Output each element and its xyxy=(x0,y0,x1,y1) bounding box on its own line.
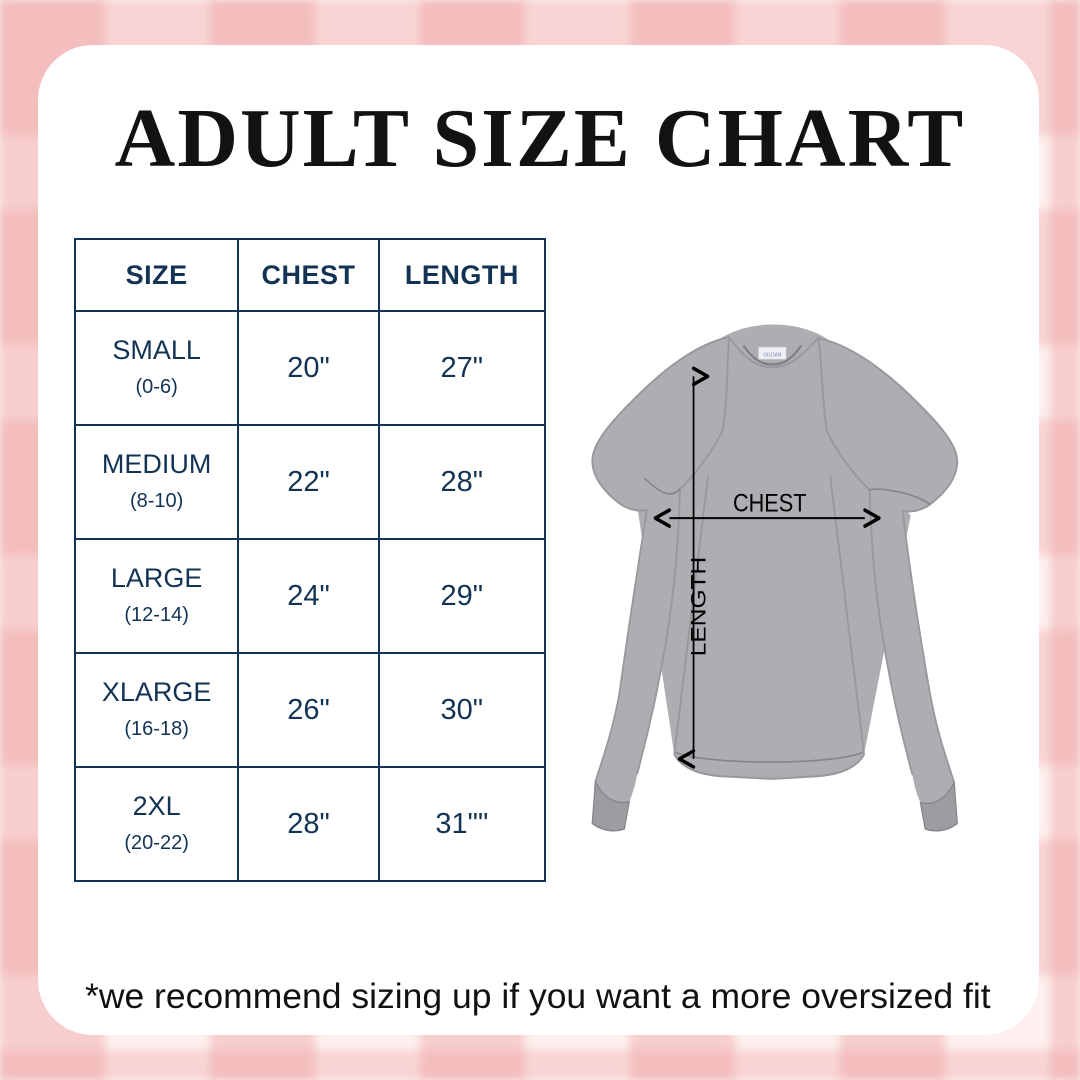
svg-text:LENGTH: LENGTH xyxy=(686,557,710,656)
svg-text:CHEST: CHEST xyxy=(733,490,807,518)
svg-text:GILDAN: GILDAN xyxy=(763,352,781,358)
